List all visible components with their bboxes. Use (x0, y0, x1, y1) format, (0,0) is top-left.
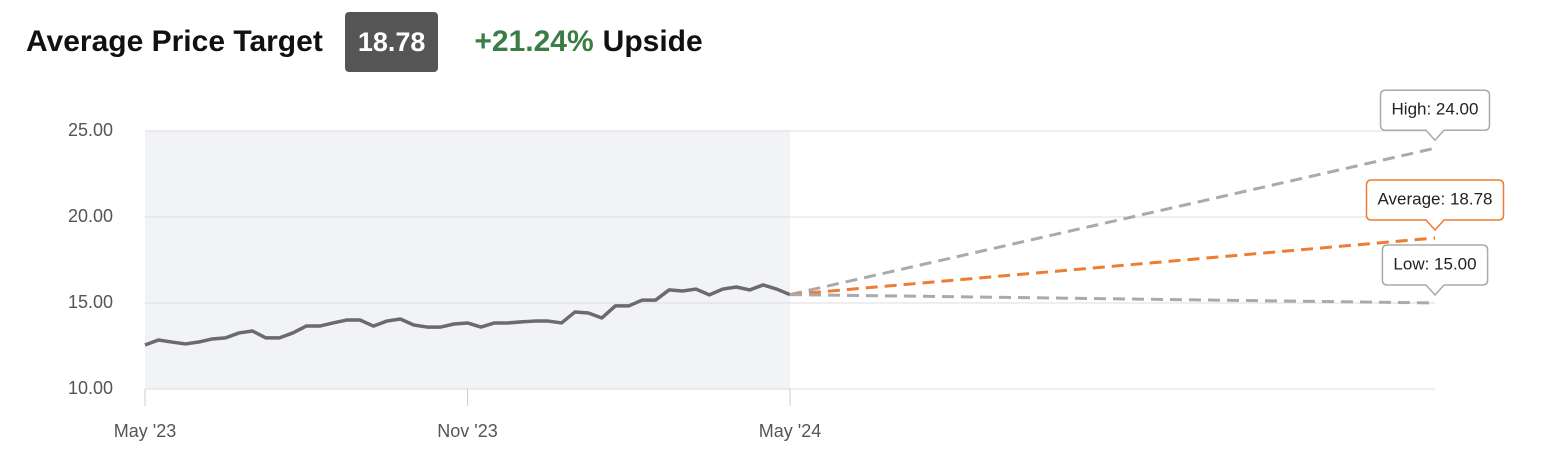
price-badge: 18.78 (344, 12, 439, 72)
target-line (789, 236, 1436, 297)
target-line (789, 146, 1436, 297)
y-tick-label: 25.00 (68, 120, 113, 140)
title: Average Price Target (26, 25, 323, 58)
callout: Average: 18.78 (1365, 179, 1505, 232)
upside-label: Upside (602, 25, 703, 58)
x-tick-label: May '24 (759, 421, 821, 441)
target-line (789, 293, 1436, 305)
upside-value: +21.24% (474, 25, 594, 58)
callout-box (1381, 244, 1489, 297)
history-shade (145, 131, 790, 389)
callout-label: Low: 15.00 (1393, 254, 1476, 273)
x-tick-label: Nov '23 (437, 421, 497, 441)
callout-box (1379, 89, 1491, 142)
callout-label: High: 24.00 (1392, 100, 1479, 119)
x-tick-label: May '23 (114, 421, 176, 441)
header: Average Price Target 18.78 +21.24% Upsid… (26, 12, 703, 72)
price-line (144, 283, 791, 347)
callout-label: Average: 18.78 (1378, 189, 1493, 208)
y-tick-label: 20.00 (68, 206, 113, 226)
callout-box (1365, 179, 1505, 232)
callout: High: 24.00 (1379, 89, 1491, 142)
y-tick-label: 10.00 (68, 378, 113, 398)
callout: Low: 15.00 (1381, 244, 1489, 297)
y-tick-label: 15.00 (68, 292, 113, 312)
